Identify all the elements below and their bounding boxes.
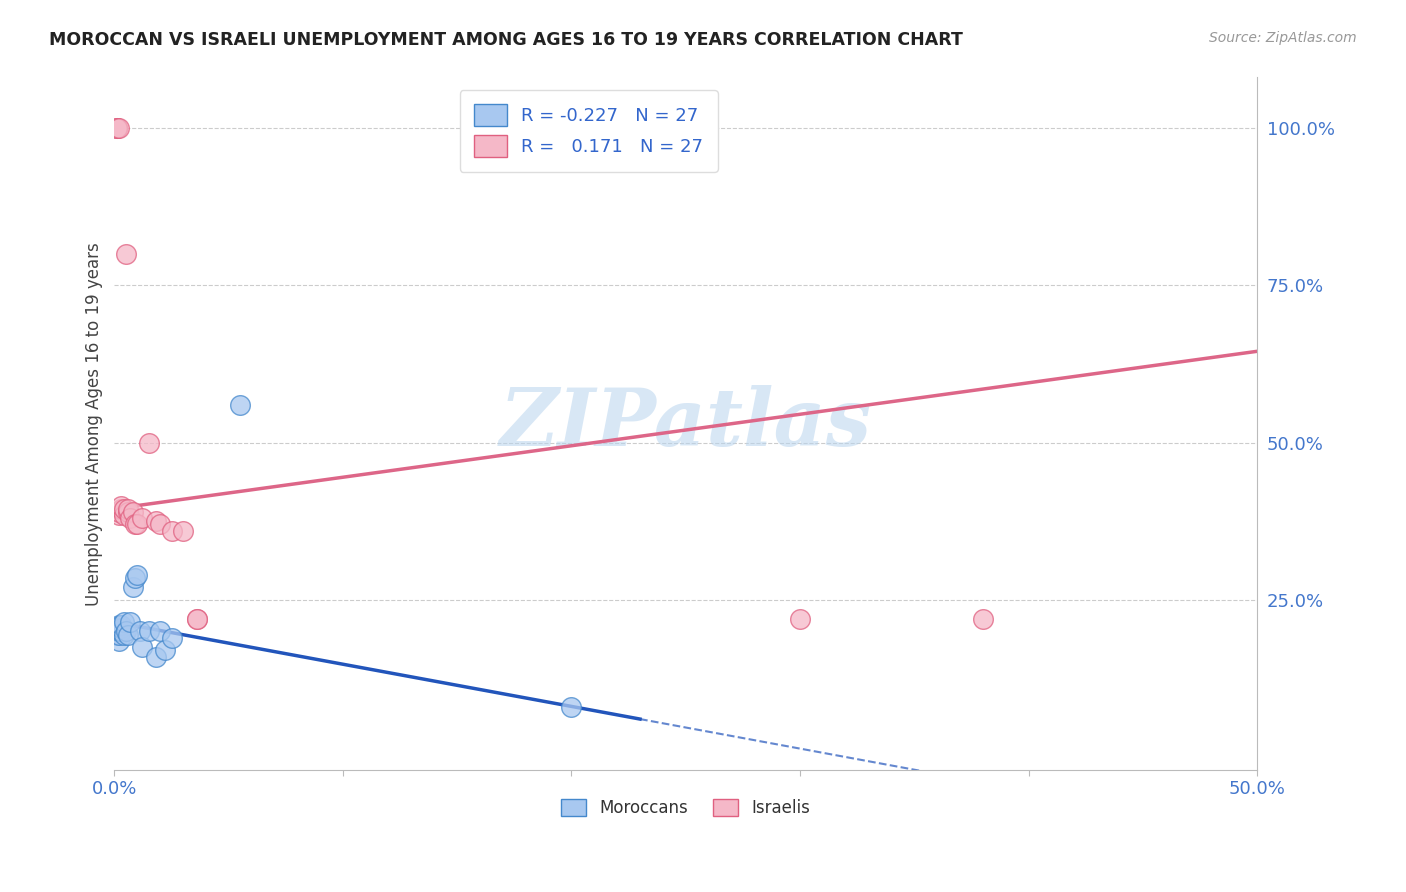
Point xyxy=(105,120,128,135)
Y-axis label: Unemployment Among Ages 16 to 19 years: Unemployment Among Ages 16 to 19 years xyxy=(86,242,103,606)
Point xyxy=(131,511,153,525)
Point xyxy=(108,618,131,632)
Point xyxy=(229,398,252,412)
Point xyxy=(160,631,183,645)
Point xyxy=(124,571,146,585)
Point xyxy=(124,517,146,532)
Point xyxy=(160,524,183,538)
Point xyxy=(112,501,135,516)
Point xyxy=(105,120,128,135)
Point xyxy=(186,612,208,626)
Point xyxy=(117,501,139,516)
Point xyxy=(789,612,811,626)
Point xyxy=(120,615,142,629)
Point xyxy=(108,508,131,522)
Point xyxy=(560,700,582,714)
Point xyxy=(127,567,149,582)
Point xyxy=(145,514,167,528)
Point xyxy=(110,499,132,513)
Point xyxy=(172,524,194,538)
Point xyxy=(127,517,149,532)
Point xyxy=(138,624,160,639)
Point xyxy=(105,621,128,635)
Point xyxy=(117,627,139,641)
Legend: Moroccans, Israelis: Moroccans, Israelis xyxy=(554,792,817,824)
Point xyxy=(110,501,132,516)
Point xyxy=(121,581,143,595)
Point xyxy=(112,508,135,522)
Point xyxy=(108,627,131,641)
Text: Source: ZipAtlas.com: Source: ZipAtlas.com xyxy=(1209,31,1357,45)
Point xyxy=(108,634,131,648)
Point xyxy=(153,643,176,657)
Point xyxy=(115,624,138,639)
Point xyxy=(115,246,138,260)
Point xyxy=(972,612,994,626)
Point xyxy=(145,649,167,664)
Point xyxy=(105,120,128,135)
Point xyxy=(112,627,135,641)
Point xyxy=(128,624,150,639)
Point xyxy=(120,511,142,525)
Point xyxy=(121,505,143,519)
Point xyxy=(112,615,135,629)
Text: ZIPatlas: ZIPatlas xyxy=(499,385,872,462)
Point xyxy=(110,621,132,635)
Point xyxy=(105,624,128,639)
Point xyxy=(110,624,132,639)
Text: MOROCCAN VS ISRAELI UNEMPLOYMENT AMONG AGES 16 TO 19 YEARS CORRELATION CHART: MOROCCAN VS ISRAELI UNEMPLOYMENT AMONG A… xyxy=(49,31,963,49)
Point xyxy=(186,612,208,626)
Point xyxy=(131,640,153,655)
Point xyxy=(149,624,172,639)
Point xyxy=(149,517,172,532)
Point xyxy=(105,627,128,641)
Point xyxy=(117,505,139,519)
Point xyxy=(108,624,131,639)
Point xyxy=(108,505,131,519)
Point xyxy=(138,435,160,450)
Point xyxy=(108,120,131,135)
Point xyxy=(110,618,132,632)
